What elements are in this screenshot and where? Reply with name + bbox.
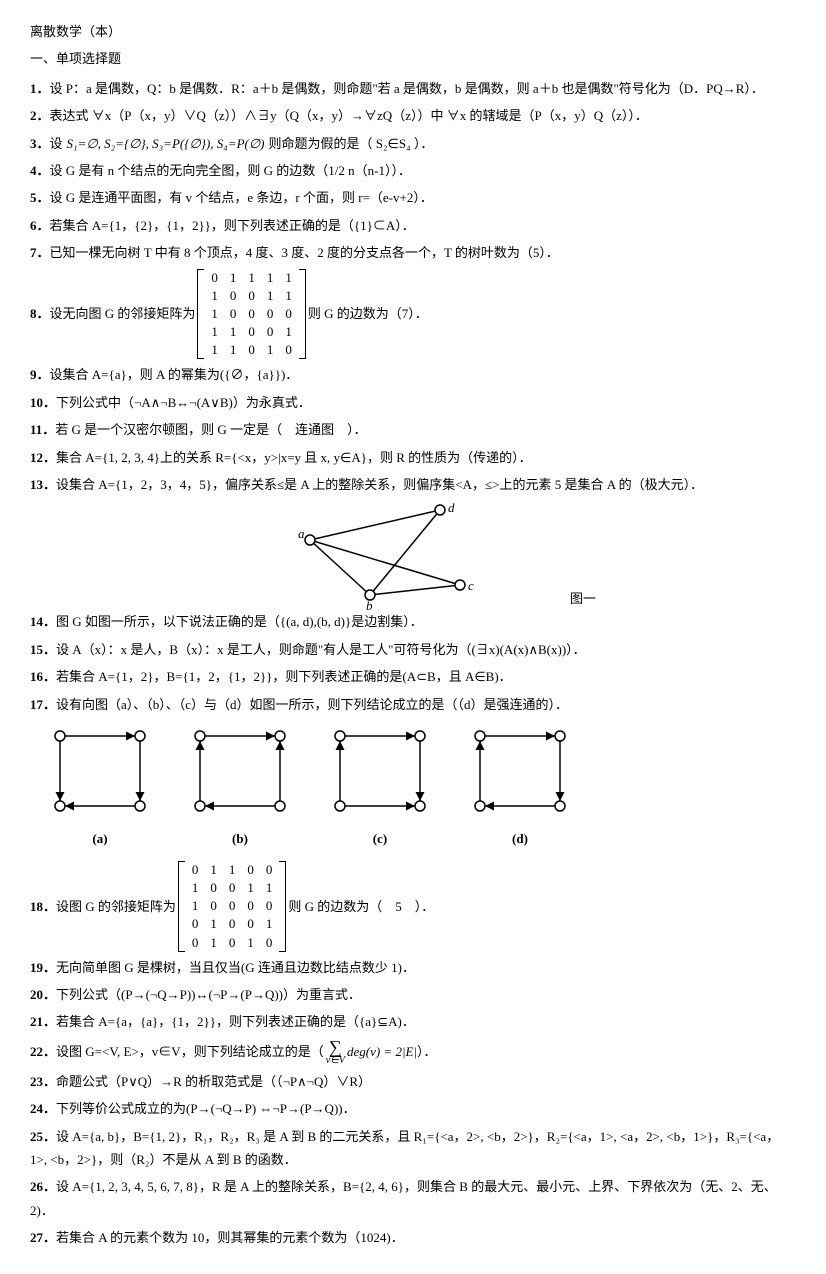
digraph-row: (a) (b) (c) (d: [50, 726, 796, 851]
label-a: (a): [50, 827, 150, 850]
label-d: (d): [470, 827, 570, 850]
sum-sub: v∈V: [326, 1056, 345, 1066]
q10-text: 下列公式中（¬A∧¬B↔¬(A∨B)）为永真式．: [56, 395, 311, 410]
digraph-a: (a): [50, 726, 150, 851]
q24-text: 下列等价公式成立的为(P→(¬Q→P) ⇔¬P→(P→Q))．: [56, 1101, 356, 1116]
question-2: 2．表达式 ∀x（P（x，y）∨Q（z））∧∃y（Q（x，y）→∀zQ（z））中…: [30, 104, 796, 127]
doc-title: 离散数学（本）: [30, 20, 796, 43]
q16-text: 若集合 A={1，2}，B={1，2，{1，2}}，则下列表述正确的是(A⊂B，…: [56, 669, 512, 684]
q2-text: 表达式 ∀x（P（x，y）∨Q（z））∧∃y（Q（x，y）→∀zQ（z））中 ∀…: [50, 108, 648, 123]
q13-text: 设集合 A={1，2，3，4，5}，偏序关系≤是 A 上的整除关系，则偏序集<A…: [56, 477, 703, 492]
question-17: 17．设有向图（a）、（b）、（c）与（d）如图一所示，则下列结论成立的是（（d…: [30, 693, 796, 716]
sum-symbol: ∑: [329, 1038, 342, 1056]
question-7: 7．已知一棵无向树 T 中有 8 个顶点，4 度、3 度、2 度的分支点各一个，…: [30, 241, 796, 264]
q7-text: 已知一棵无向树 T 中有 8 个顶点，4 度、3 度、2 度的分支点各一个，T …: [50, 245, 559, 260]
q22-pre: 设图 G=<V, E>，v∈V，则下列结论成立的是（: [56, 1040, 324, 1063]
q27-text: 若集合 A 的元素个数为 10，则其幂集的元素个数为（1024)．: [56, 1230, 404, 1245]
question-26: 26．设 A={1, 2, 3, 4, 5, 6, 7, 8}，R 是 A 上的…: [30, 1175, 796, 1222]
q6-text: 若集合 A={1，{2}，{1，2}}，则下列表述正确的是（{1}⊂A）．: [50, 218, 415, 233]
question-18: 18． 设图 G 的邻接矩阵为 011001001110000010010101…: [30, 861, 796, 952]
svg-text:c: c: [468, 578, 474, 593]
q18-matrix: 0110010011100000100101010: [178, 861, 287, 952]
question-19: 19．无向简单图 G 是棵树，当且仅当(G 连通且边数比结点数少 1)．: [30, 956, 796, 979]
question-4: 4．设 G 是有 n 个结点的无向完全图，则 G 的边数（1/2 n（n-1））…: [30, 159, 796, 182]
question-8: 8． 设无向图 G 的邻接矩阵为 01111100111000011001110…: [30, 269, 796, 360]
question-12: 12．集合 A={1, 2, 3, 4}上的关系 R={<x，y>|x=y 且 …: [30, 446, 796, 469]
q25-text: 设 A={a, b}，B={1, 2}，R₁，R₂，R₃ 是 A 到 B 的二元…: [30, 1129, 779, 1167]
question-14: 14．图 G 如图一所示，以下说法正确的是（{(a, d),(b, d)}是边割…: [30, 610, 796, 633]
svg-text:d: d: [448, 500, 455, 515]
q22-post: ）．: [417, 1040, 437, 1063]
question-20: 20．下列公式（(P→(¬Q→P))↔(¬P→(P→Q))）为重言式．: [30, 983, 796, 1006]
question-5: 5．设 G 是连通平面图，有 v 个结点，e 条边，r 个面，则 r=（e-v+…: [30, 186, 796, 209]
question-21: 21．若集合 A={a，{a}，{1，2}}，则下列表述正确的是（{a}⊆A)．: [30, 1010, 796, 1033]
svg-text:a: a: [298, 526, 305, 541]
question-16: 16．若集合 A={1，2}，B={1，2，{1，2}}，则下列表述正确的是(A…: [30, 665, 796, 688]
q18-pre: 设图 G 的邻接矩阵为: [56, 895, 176, 918]
label-c: (c): [330, 827, 430, 850]
q17-text: 设有向图（a）、（b）、（c）与（d）如图一所示，则下列结论成立的是（（d）是强…: [56, 697, 568, 712]
q21-text: 若集合 A={a，{a}，{1，2}}，则下列表述正确的是（{a}⊆A)．: [56, 1014, 415, 1029]
question-3: 3． 设 S₁=∅, S₂={∅}, S₃=P({∅}), S₄=P(∅) 则命…: [30, 132, 796, 155]
section-heading: 一、单项选择题: [30, 47, 796, 70]
question-6: 6．若集合 A={1，{2}，{1，2}}，则下列表述正确的是（{1}⊂A）．: [30, 214, 796, 237]
digraph-b: (b): [190, 726, 290, 851]
digraph-c: (c): [330, 726, 430, 851]
q11-text: 若 G 是一个汉密尔顿图，则 G 一定是（ 连通图 ）．: [55, 422, 366, 437]
question-9: 9．设集合 A={a}，则 A 的幂集为({∅，{a}})．: [30, 363, 796, 386]
graph-abcd: a d b c: [290, 500, 490, 610]
question-27: 27．若集合 A 的元素个数为 10，则其幂集的元素个数为（1024)．: [30, 1226, 796, 1249]
question-24: 24．下列等价公式成立的为(P→(¬Q→P) ⇔¬P→(P→Q))．: [30, 1097, 796, 1120]
q12-text: 集合 A={1, 2, 3, 4}上的关系 R={<x，y>|x=y 且 x, …: [56, 450, 532, 465]
q14-text: 图 G 如图一所示，以下说法正确的是（{(a, d),(b, d)}是边割集）．: [56, 614, 423, 629]
q3-post: 则命题为假的是（ S₂∈S₄ ）．: [269, 132, 434, 155]
figure-1: a d b c 图一: [290, 500, 796, 610]
q18-post: 则 G 的边数为（ 5 ）．: [288, 895, 434, 918]
q23-text: 命题公式（P∨Q）→R 的析取范式是（（¬P∧¬Q）∨R）: [56, 1074, 371, 1089]
label-b: (b): [190, 827, 290, 850]
q19-text: 无向简单图 G 是棵树，当且仅当(G 连通且边数比结点数少 1)．: [56, 960, 415, 975]
q8-post: 则 G 的边数为（7）．: [308, 302, 428, 325]
q3-pre: 设: [50, 132, 63, 155]
question-22: 22． 设图 G=<V, E>，v∈V，则下列结论成立的是（ ∑ v∈V deg…: [30, 1038, 796, 1066]
question-1: 1．设 P：a 是偶数，Q：b 是偶数．R：a＋b 是偶数，则命题"若 a 是偶…: [30, 77, 796, 100]
q4-text: 设 G 是有 n 个结点的无向完全图，则 G 的边数（1/2 n（n-1））．: [50, 163, 411, 178]
question-25: 25．设 A={a, b}，B={1, 2}，R₁，R₂，R₃ 是 A 到 B …: [30, 1125, 796, 1172]
q1-text: 设 P：a 是偶数，Q：b 是偶数．R：a＋b 是偶数，则命题"若 a 是偶数，…: [50, 81, 764, 96]
question-10: 10．下列公式中（¬A∧¬B↔¬(A∨B)）为永真式．: [30, 391, 796, 414]
q26-text: 设 A={1, 2, 3, 4, 5, 6, 7, 8}，R 是 A 上的整除关…: [30, 1179, 777, 1217]
question-11: 11．若 G 是一个汉密尔顿图，则 G 一定是（ 连通图 ）．: [30, 418, 796, 441]
q8-pre: 设无向图 G 的邻接矩阵为: [50, 302, 196, 325]
digraph-d: (d): [470, 726, 570, 851]
q8-matrix: 0111110011100001100111010: [197, 269, 306, 360]
q15-text: 设 A（x）：x 是人，B（x）：x 是工人，则命题"有人是工人"可符号化为（(…: [56, 642, 586, 657]
q20-text: 下列公式（(P→(¬Q→P))↔(¬P→(P→Q))）为重言式．: [56, 987, 361, 1002]
fig1-label: 图一: [570, 587, 596, 610]
q22-mid: deg(v) = 2|E|: [347, 1040, 417, 1063]
q3-math: S₁=∅, S₂={∅}, S₃=P({∅}), S₄=P(∅): [67, 132, 265, 155]
question-13: 13．设集合 A={1，2，3，4，5}，偏序关系≤是 A 上的整除关系，则偏序…: [30, 473, 796, 496]
question-15: 15．设 A（x）：x 是人，B（x）：x 是工人，则命题"有人是工人"可符号化…: [30, 638, 796, 661]
q5-text: 设 G 是连通平面图，有 v 个结点，e 条边，r 个面，则 r=（e-v+2）…: [50, 190, 433, 205]
question-23: 23．命题公式（P∨Q）→R 的析取范式是（（¬P∧¬Q）∨R）: [30, 1070, 796, 1093]
q9-text: 设集合 A={a}，则 A 的幂集为({∅，{a}})．: [50, 367, 299, 382]
